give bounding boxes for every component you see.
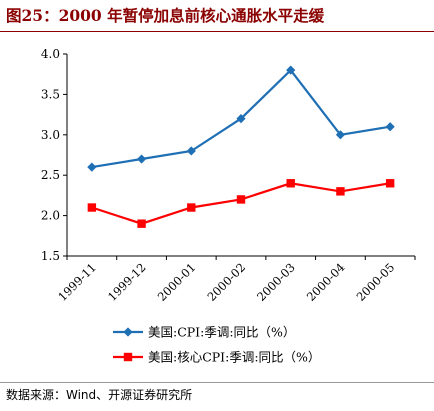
x-tick-label: 2000-01: [155, 260, 199, 304]
legend-item: 美国:CPI:季调:同比（%）: [113, 325, 295, 340]
data-point-square: [137, 219, 146, 228]
x-tick-label: 2000-04: [304, 260, 348, 304]
y-tick-label: 2.5: [41, 168, 60, 182]
data-point-diamond: [186, 146, 196, 156]
y-tick-label: 4.0: [41, 47, 60, 61]
x-tick-label: 2000-03: [254, 260, 298, 304]
chart-legend: 美国:CPI:季调:同比（%） 美国:核心CPI:季调:同比（%）: [113, 325, 320, 365]
data-source-note: 数据来源：Wind、开源证券研究所: [6, 388, 193, 402]
series-1: [87, 65, 395, 172]
x-tick-label: 1999-12: [105, 260, 149, 304]
y-tick-label: 3.0: [41, 128, 60, 142]
title-divider: [0, 31, 434, 32]
source-divider: [0, 382, 434, 383]
legend-item: 美国:核心CPI:季调:同比（%）: [113, 350, 320, 365]
data-point-square: [286, 179, 295, 188]
data-point-diamond: [236, 114, 246, 124]
y-tick-label: 3.5: [41, 87, 60, 101]
legend-label: 美国:核心CPI:季调:同比（%）: [148, 350, 320, 365]
x-tick-label: 1999-11: [55, 260, 99, 304]
x-axis-ticks: 1999-11 1999-12 2000-01 2000-02 2000-03 2000-…: [55, 256, 416, 304]
series-2: [87, 179, 395, 228]
line-chart: 1.5 2.0 2.5 3.0 3.5 4.0 1999-11 1999-12 2000-01…: [41, 47, 416, 365]
data-point-square: [123, 352, 133, 362]
data-point-diamond: [286, 65, 296, 75]
figure-title: 图25：2000 年暂停加息前核心通胀水平走缓: [6, 6, 325, 25]
data-point-diamond: [123, 327, 133, 337]
chart-axes: [66, 54, 415, 257]
legend-label: 美国:CPI:季调:同比（%）: [148, 325, 295, 340]
data-point-diamond: [87, 162, 97, 172]
chart-series: [87, 65, 395, 228]
y-tick-label: 2.0: [41, 209, 60, 223]
data-point-diamond: [385, 122, 395, 132]
data-point-square: [336, 187, 345, 196]
data-point-square: [236, 195, 246, 204]
data-point-square: [87, 203, 97, 212]
data-point-diamond: [335, 130, 346, 140]
x-tick-label: 2000-02: [204, 260, 248, 304]
data-point-diamond: [136, 154, 147, 164]
y-tick-label: 1.5: [41, 249, 60, 263]
x-tick-label: 2000-05: [354, 260, 398, 304]
y-axis-ticks: 1.5 2.0 2.5 3.0 3.5 4.0: [41, 47, 67, 263]
data-point-square: [385, 179, 395, 188]
data-point-square: [187, 203, 196, 212]
